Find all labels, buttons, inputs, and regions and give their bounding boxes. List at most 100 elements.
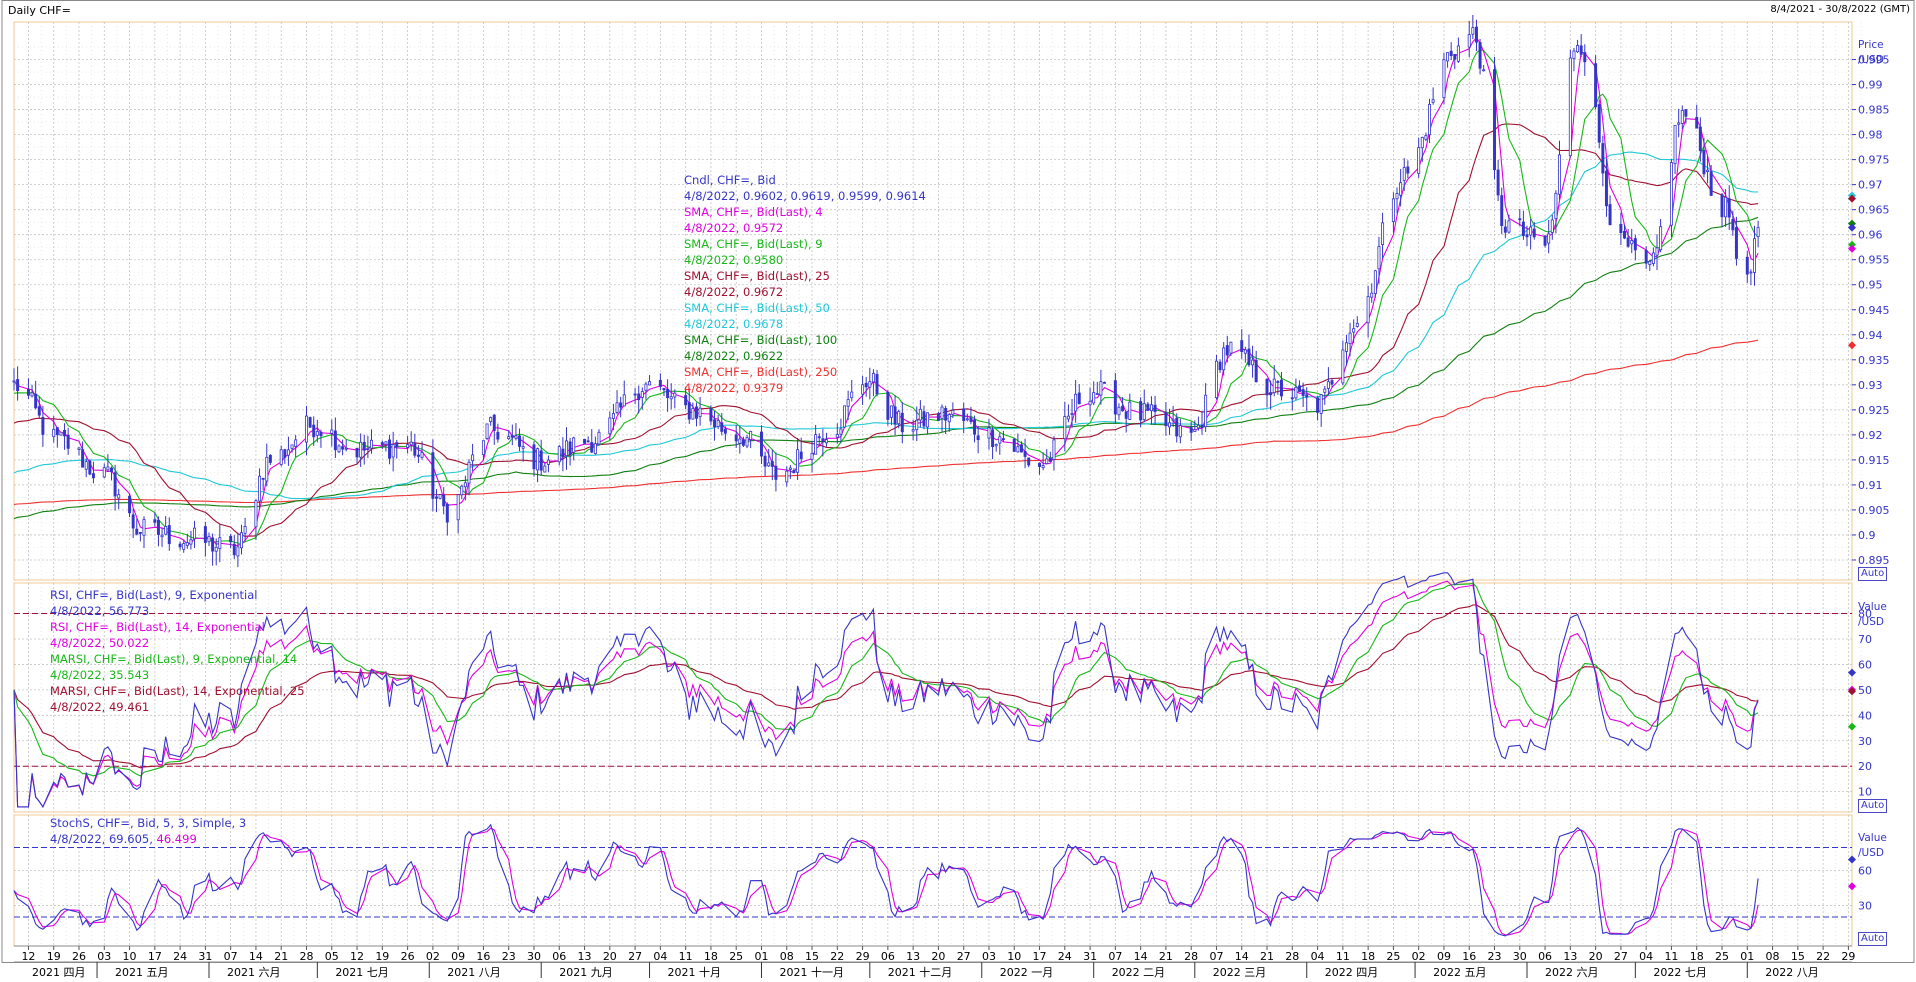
candle-body	[1027, 457, 1031, 466]
x-day-label: 07	[224, 950, 238, 963]
x-day-label: 06	[881, 950, 895, 963]
price-stoch-last-marker	[1848, 855, 1856, 864]
candle-body	[1048, 457, 1052, 462]
candle-body	[583, 438, 587, 444]
candle-body	[1446, 52, 1450, 62]
x-day-label: 02	[1412, 950, 1426, 963]
candle-body	[546, 459, 550, 465]
candle-body	[640, 391, 644, 398]
candle-body	[1124, 411, 1128, 419]
candle-body	[1225, 345, 1229, 356]
candle-body	[694, 406, 698, 419]
candle-body	[709, 407, 713, 422]
candle-body	[1709, 171, 1713, 196]
stoch-d-line	[13, 827, 1759, 936]
candle-body	[1399, 182, 1403, 196]
candle-body	[1467, 34, 1471, 48]
marsi14-line	[13, 604, 1759, 769]
candle-body	[1543, 235, 1547, 246]
candle-body	[1644, 250, 1648, 264]
candle-body	[1669, 162, 1673, 226]
stoch-auto-scale-button[interactable]: Auto	[1858, 932, 1888, 946]
rsi-tick-label: 80	[1858, 608, 1872, 621]
x-day-label: 13	[578, 950, 592, 963]
outer-frame	[1, 0, 1915, 963]
rsi-auto-scale-button[interactable]: Auto	[1858, 799, 1888, 813]
stoch-legend-d: 46.499	[156, 832, 197, 846]
x-day-label: 09	[451, 950, 465, 963]
x-day-label: 25	[1715, 950, 1729, 963]
price-auto-scale-button[interactable]: Auto	[1858, 567, 1888, 581]
candle-body	[1012, 438, 1016, 452]
candle-body	[936, 413, 940, 421]
x-month-label: 2022 一月	[1000, 966, 1054, 979]
candle-body	[384, 441, 388, 445]
candle-body	[713, 419, 717, 428]
candle-body	[568, 441, 572, 455]
x-day-label: 12	[21, 950, 35, 963]
candle-body	[66, 434, 70, 449]
x-day-label: 23	[502, 950, 516, 963]
stoch-tick-label: 30	[1858, 899, 1872, 912]
candle-body	[1428, 103, 1431, 136]
candle-body	[1706, 169, 1710, 173]
candle-body	[918, 408, 922, 421]
candle-body	[113, 472, 117, 497]
candle-body	[1579, 45, 1583, 55]
x-day-label: 25	[729, 950, 743, 963]
candle-body	[1633, 238, 1637, 251]
rsi-legend-line: 4/8/2022, 50.022	[50, 636, 150, 650]
sma250-line	[13, 339, 1759, 505]
candle-body	[131, 514, 135, 529]
rsi-tick-label: 50	[1858, 684, 1872, 697]
candle-body	[207, 536, 211, 543]
candle-body	[153, 519, 157, 523]
candle-body	[915, 419, 919, 431]
candle-body	[30, 392, 34, 397]
x-day-label: 01	[754, 950, 768, 963]
candle-body	[467, 461, 471, 484]
candle-body	[1204, 394, 1208, 428]
candle-body	[489, 417, 493, 422]
candle-body	[922, 411, 926, 427]
candle-body	[1149, 404, 1153, 412]
x-day-label: 03	[982, 950, 996, 963]
rsi-tick-label: 20	[1858, 760, 1872, 773]
candle-body	[1608, 204, 1612, 226]
candle-body	[341, 446, 345, 450]
price-legend-line: 4/8/2022, 0.9572	[684, 221, 784, 235]
rsi-tick-label: 60	[1858, 658, 1872, 671]
price-legend-line: SMA, CHF=, Bid(Last), 9	[684, 237, 823, 251]
x-day-label: 26	[72, 950, 86, 963]
candle-body	[817, 436, 821, 439]
candle-body	[1373, 270, 1377, 294]
price-tick-label: 0.98	[1858, 129, 1883, 142]
candle-body	[268, 454, 272, 463]
candle-body	[1139, 401, 1143, 421]
candle-body	[1680, 109, 1684, 124]
candle-body	[1604, 170, 1608, 207]
x-day-label: 13	[906, 950, 920, 963]
price-legend-line: 4/8/2022, 0.9602, 0.9619, 0.9599, 0.9614	[684, 189, 926, 203]
x-day-label: 03	[97, 950, 111, 963]
candle-body	[1558, 154, 1561, 195]
x-day-label: 16	[476, 950, 490, 963]
marsi9-line	[13, 582, 1759, 777]
candle-body	[1648, 260, 1652, 265]
candle-body	[445, 503, 449, 523]
candle-body	[142, 519, 146, 536]
candle-body	[1547, 233, 1551, 244]
candle-body	[1594, 63, 1598, 108]
sma9-line	[13, 48, 1759, 545]
candle-body	[720, 422, 724, 432]
candle-body	[1626, 237, 1630, 247]
x-day-label: 08	[780, 950, 794, 963]
candle-body	[1316, 397, 1320, 413]
candle-body	[622, 394, 626, 407]
price-legend-line: 4/8/2022, 0.9622	[684, 349, 784, 363]
x-day-label: 12	[350, 950, 364, 963]
candle-body	[788, 467, 792, 470]
candle-body	[1243, 349, 1247, 354]
candle-body	[871, 373, 875, 383]
x-day-label: 24	[1058, 950, 1072, 963]
